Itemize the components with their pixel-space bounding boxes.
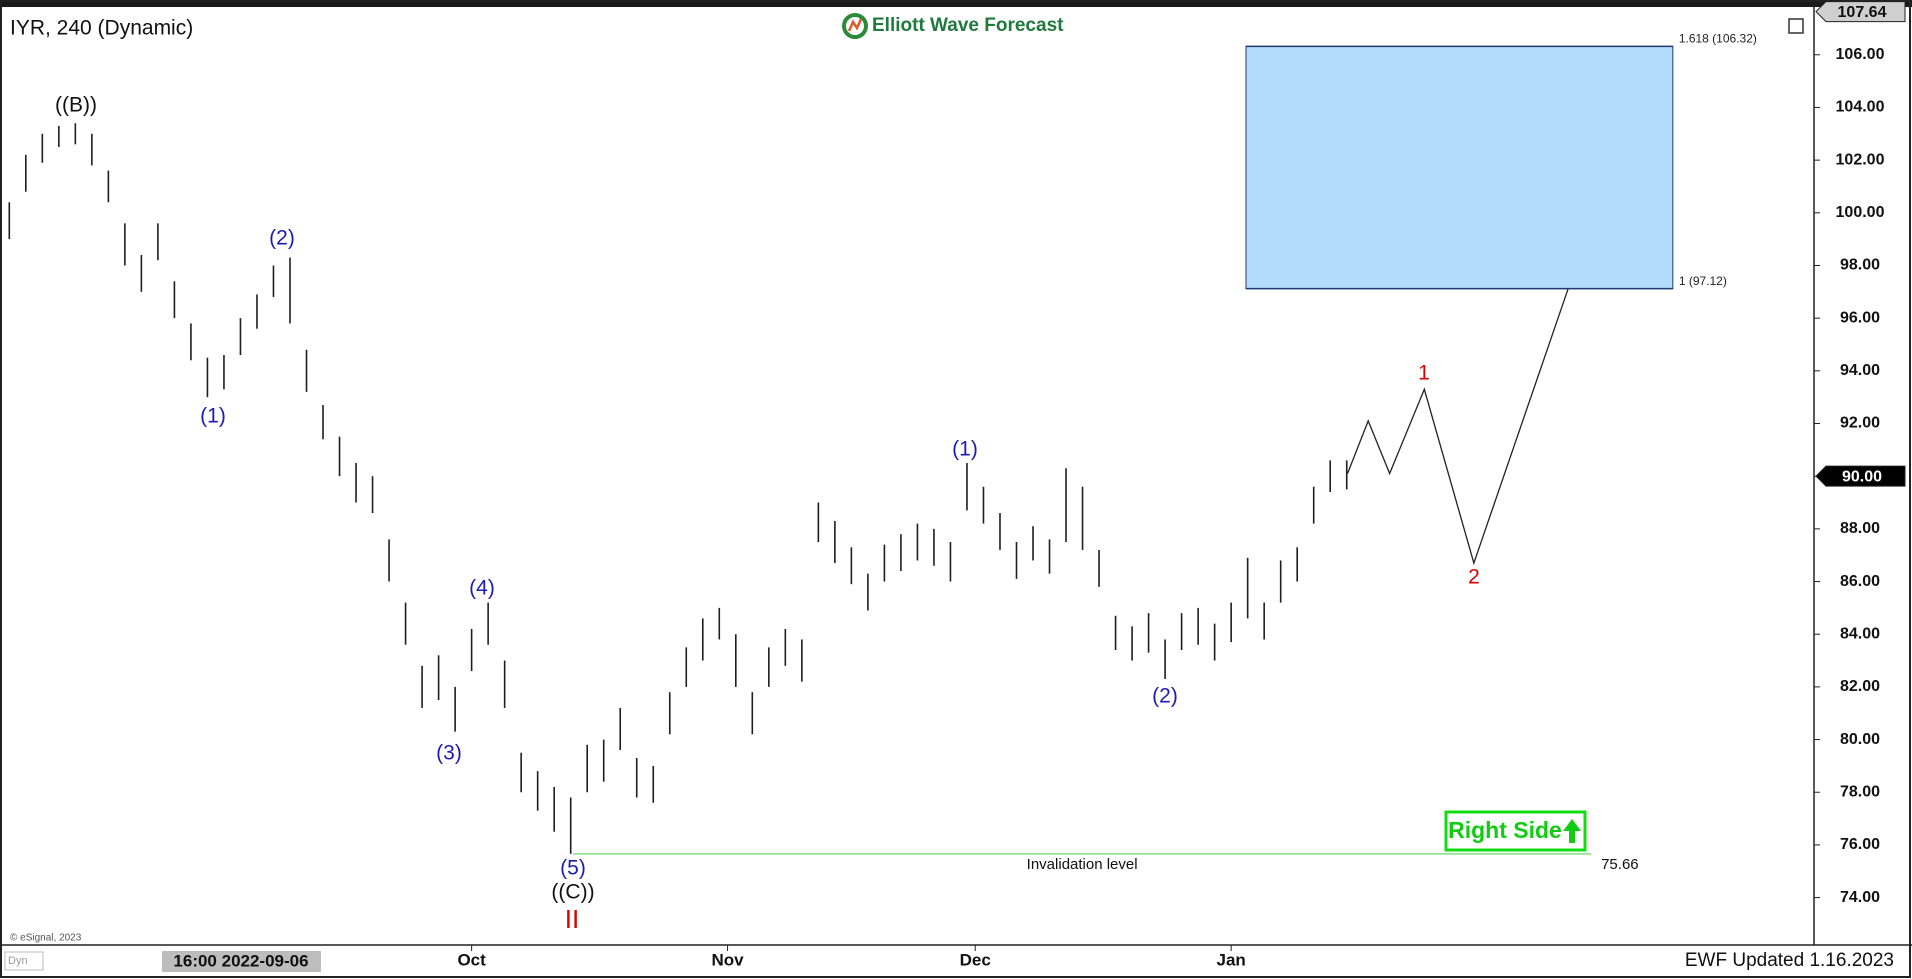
badge-frame [1444,810,1587,852]
chart-title: IYR, 240 (Dynamic) [10,17,193,40]
price-label: 90.00 [1842,468,1882,485]
footer: EWF Updated 1.16.2023 [1685,950,1894,971]
wave-label: ((C)) [551,881,594,904]
y-tick-label: 100.00 [1836,204,1885,221]
x-tick-label: Nov [711,950,744,969]
wave-label: (1) [952,438,978,461]
y-tick-label: 74.00 [1840,889,1880,906]
x-tick-label: Dec [960,950,991,969]
y-tick-label: 92.00 [1840,415,1880,432]
cursor-box [162,951,321,972]
cursor-label: 16:00 2022-09-06 [173,951,308,970]
logo-text: Elliott Wave Forecast [872,15,1064,36]
x-tick-label: Jan [1216,950,1245,969]
wave-label: (3) [436,742,462,765]
y-tick-label: 82.00 [1840,678,1880,695]
wave-label: (4) [469,577,495,600]
wave-label: (1) [200,405,226,428]
wave-label: (2) [269,227,295,250]
target-level-label: 1 (97.12) [1679,274,1727,288]
target-level-label: 1.618 (106.32) [1679,32,1757,46]
price-label-box [1815,465,1906,487]
y-tick-label: 102.00 [1836,151,1885,168]
projection-path [1346,288,1569,566]
y-tick-label: 84.00 [1840,625,1880,642]
corner-box [4,951,44,971]
price-label: 107.64 [1838,4,1887,21]
y-tick-label: 88.00 [1840,520,1880,537]
y-tick-label: 86.00 [1840,573,1880,590]
logo-icon [842,13,868,39]
invalidation-text: Invalidation level [1027,856,1138,873]
copyright: © eSignal, 2023 [10,933,82,944]
y-tick-label: 80.00 [1840,731,1880,748]
wave-label: 2 [1468,566,1480,589]
wave-label: II [565,904,579,934]
x-tick-label: Oct [457,950,486,969]
badge-text: Right Side [1448,817,1562,843]
logo-icon [847,18,863,32]
wave-label: (5) [560,857,586,880]
price-label-box [1815,1,1906,23]
y-tick-label: 98.00 [1840,257,1880,274]
badge-arrow [1563,819,1581,843]
y-tick-label: 76.00 [1840,836,1880,853]
wave-label: ((B)) [55,94,97,117]
y-tick-label: 94.00 [1840,362,1880,379]
wave-label: (2) [1152,685,1178,708]
y-tick-label: 104.00 [1836,99,1885,116]
top-border [0,0,1912,7]
y-tick-label: 96.00 [1840,309,1880,326]
window-icon [1788,18,1804,34]
invalidation-value: 75.66 [1601,856,1639,873]
wave-label: 1 [1418,362,1430,385]
y-tick-label: 106.00 [1836,46,1885,63]
target-zone [1245,45,1674,290]
corner-label: Dyn [8,955,28,967]
logo: Elliott Wave Forecast [842,13,1064,39]
y-tick-label: 78.00 [1840,783,1880,800]
